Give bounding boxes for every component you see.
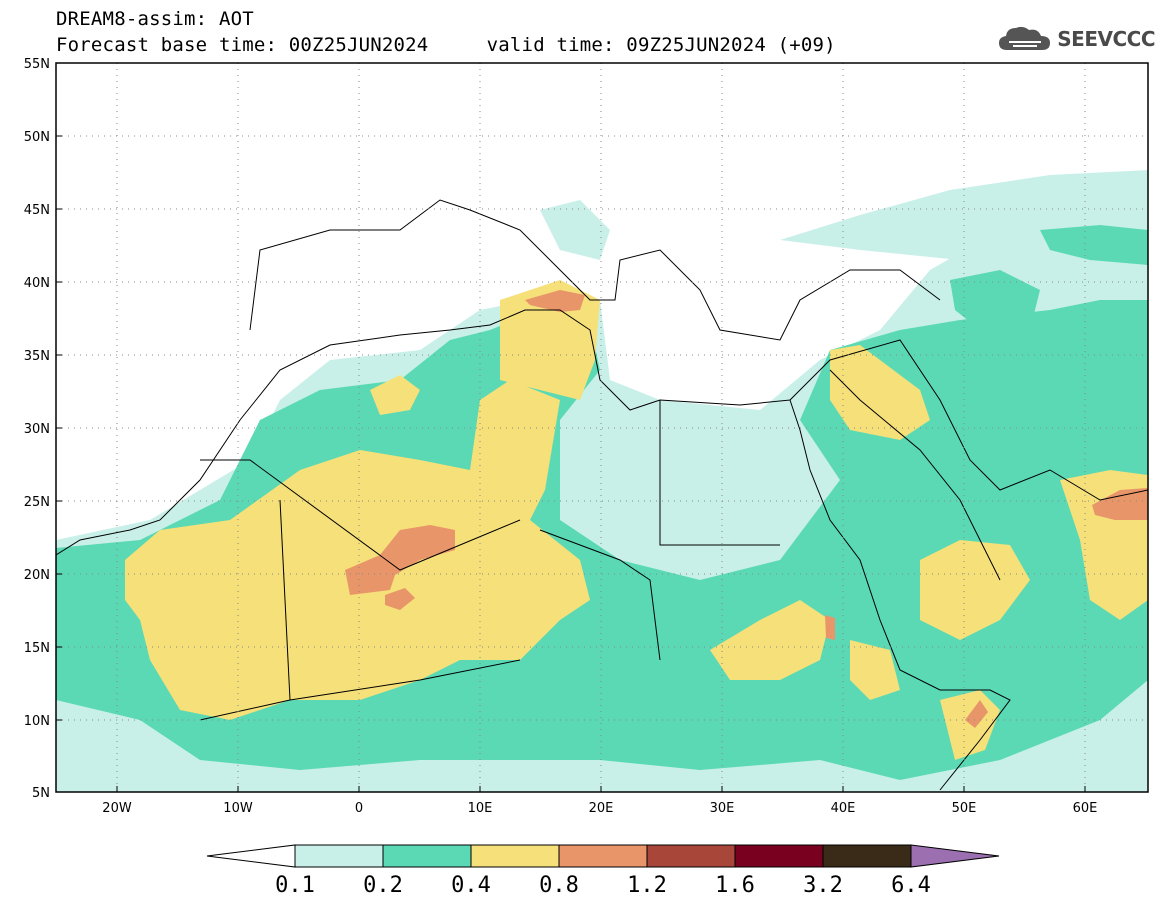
aot-band-0.8-mali-south: [385, 588, 415, 610]
aot-band-0.8-mali: [345, 525, 455, 595]
lat-label: 25N: [24, 495, 50, 510]
coastlines: [56, 199, 1148, 791]
lon-label: 0: [355, 801, 363, 816]
colorbar-labels: 0.1 0.2 0.4 0.8 1.2 1.6 3.2 6.4: [275, 873, 931, 898]
map-title: DREAM8-assim: AOT: [56, 8, 254, 30]
lat-label: 5N: [32, 786, 50, 801]
colorbar-label: 1.2: [627, 873, 667, 898]
forecast-time-line: Forecast base time: 00Z25JUN2024 valid t…: [56, 34, 836, 56]
aot-band-0.2-ne: [1040, 225, 1148, 265]
aot-band-0.1-adriatic: [540, 200, 610, 260]
lon-label: 50E: [952, 801, 977, 816]
colorbar-label: 1.6: [715, 873, 755, 898]
lon-label: 20W: [102, 801, 132, 816]
aot-band-0.8-tunisia: [525, 290, 585, 312]
border-saudi: [829, 369, 1001, 581]
colorbar-label: 0.4: [451, 873, 491, 898]
lon-label: 10W: [223, 801, 253, 816]
latitude-labels: 55N 50N 45N 40N 35N 30N 25N 20N 15N 10N …: [24, 57, 50, 801]
lat-label: 20N: [24, 568, 50, 583]
colorbar-swatch: [646, 844, 736, 868]
lon-label: 60E: [1073, 801, 1098, 816]
colorbar-swatch: [558, 844, 648, 868]
lon-label: 20E: [589, 801, 614, 816]
border-algeria: [200, 459, 521, 571]
colorbar-swatch: [294, 844, 384, 868]
lat-label: 15N: [24, 641, 50, 656]
cloud-icon: [999, 26, 1051, 50]
colorbar-swatch: [822, 844, 912, 868]
lat-label: 50N: [24, 130, 50, 145]
europe-coast: [249, 199, 941, 341]
lat-label: 30N: [24, 422, 50, 437]
aot-band-0.2-caspian: [950, 270, 1040, 330]
border-mali: [279, 499, 291, 701]
colorbar-label: 3.2: [803, 873, 843, 898]
aot-band-0.8-eritrea: [825, 615, 835, 640]
aot-band-0.4-arabia: [920, 540, 1030, 640]
aot-band-0.4-west: [370, 375, 420, 415]
lon-label: 30E: [710, 801, 735, 816]
colorbar: [206, 844, 1000, 868]
colorbar-arrow-low: [206, 844, 296, 868]
africa-coast: [56, 309, 1011, 791]
colorbar-label: 0.8: [539, 873, 579, 898]
lat-label: 10N: [24, 714, 50, 729]
arabia-coast: [789, 339, 1148, 501]
aot-band-0.8-somalia: [965, 700, 988, 728]
logo-text: SEEVCCC: [1057, 27, 1155, 51]
lat-label: 35N: [24, 349, 50, 364]
colorbar-swatch: [382, 844, 472, 868]
lat-label: 45N: [24, 203, 50, 218]
colorbar-label: 6.4: [891, 873, 931, 898]
border-libya: [539, 529, 661, 661]
aot-band-0.4-horn: [850, 640, 900, 700]
lat-label: 55N: [24, 57, 50, 72]
aot-band-0.4-sudan: [710, 600, 830, 680]
lat-label: 40N: [24, 276, 50, 291]
aot-shading: [56, 170, 1148, 792]
aot-band-0.8-oman: [1092, 488, 1148, 520]
seevccc-logo: SEEVCCC: [997, 22, 1155, 56]
axis-ticks: [56, 135, 1086, 792]
border-egypt: [659, 400, 780, 546]
aot-band-0.4-iraq: [830, 345, 930, 440]
lon-label: 40E: [831, 801, 856, 816]
lon-label: 10E: [468, 801, 493, 816]
aot-band-0.4-sahara: [125, 380, 590, 720]
border-sahel: [199, 659, 521, 721]
colorbar-arrow-high: [910, 844, 1000, 868]
colorbar-label: 0.2: [363, 873, 403, 898]
colorbar-swatch: [734, 844, 824, 868]
colorbar-swatch: [470, 844, 560, 868]
longitude-labels: 20W 10W 0 10E 20E 30E 40E 50E 60E: [102, 801, 1097, 816]
graticule: [56, 63, 1148, 792]
colorbar-label: 0.1: [275, 873, 315, 898]
